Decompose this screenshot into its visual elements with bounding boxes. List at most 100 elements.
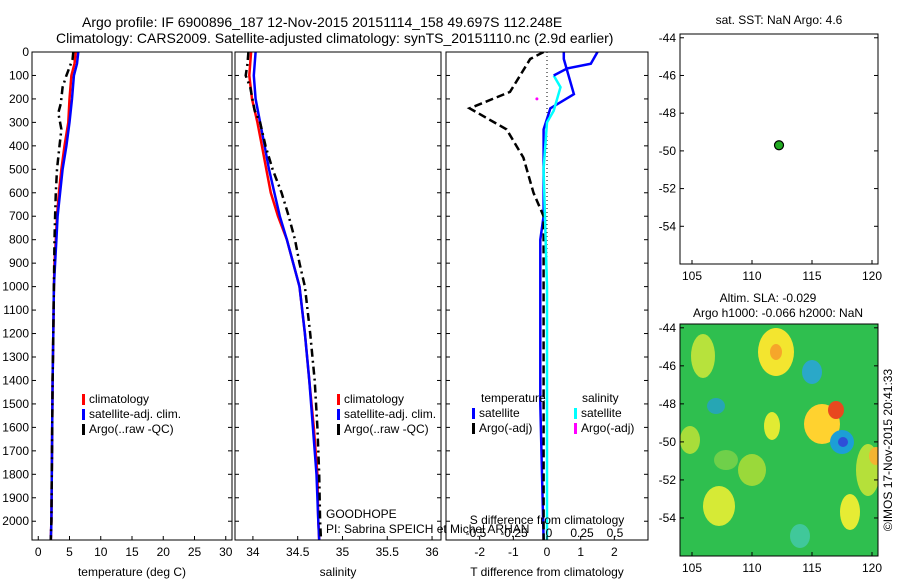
salinity-legend-0-swatch bbox=[337, 394, 340, 405]
temperature-ytick-label: 1200 bbox=[2, 327, 29, 341]
location-ytick-label: -54 bbox=[659, 219, 677, 233]
salinity-annotation-0: GOODHOPE bbox=[326, 507, 397, 521]
location-point-0 bbox=[773, 140, 785, 151]
temperature-xtick-label: 15 bbox=[125, 545, 139, 559]
salinity-series-line-2 bbox=[244, 52, 323, 540]
temperature-xlabel: temperature (deg C) bbox=[78, 565, 186, 579]
climatology-title: Climatology: CARS2009. Satellite-adjuste… bbox=[56, 30, 614, 46]
location-ytick-label: -50 bbox=[659, 144, 677, 158]
profile-title: Argo profile: IF 6900896_187 12-Nov-2015… bbox=[82, 14, 563, 30]
sla-title-0: Altim. SLA: -0.029 bbox=[720, 291, 817, 305]
difference-legend-header-salinity: salinity bbox=[582, 391, 619, 405]
difference-series-line-2 bbox=[542, 74, 562, 540]
difference-legend-1-swatch bbox=[472, 423, 475, 434]
salinity-legend-0-label: climatology bbox=[344, 392, 404, 406]
difference-top-xtick-label: -0.5 bbox=[466, 526, 487, 540]
temperature-legend-1-label: satellite-adj. clim. bbox=[89, 407, 181, 421]
location-frame bbox=[679, 33, 879, 265]
difference-top-xtick-label: 0.5 bbox=[607, 526, 624, 540]
location-title: sat. SST: NaN Argo: 4.6 bbox=[716, 13, 843, 27]
temperature-frame bbox=[31, 51, 233, 541]
difference-top-xtick-label: 0.25 bbox=[570, 526, 594, 540]
location-xtick-label: 110 bbox=[742, 269, 761, 283]
temperature-xtick-label: 30 bbox=[219, 545, 233, 559]
salinity-xtick-label: 35 bbox=[336, 545, 350, 559]
temperature-legend-2-label: Argo(..raw -QC) bbox=[89, 422, 174, 436]
salinity-xtick-label: 34 bbox=[246, 545, 260, 559]
sla-frame bbox=[679, 323, 879, 557]
temperature-ytick-label: 1900 bbox=[2, 491, 29, 505]
difference-legend-3-swatch bbox=[574, 423, 577, 434]
chart-layer: 0100200300400500600700800900100011001200… bbox=[2, 13, 882, 579]
location-xtick-label: 105 bbox=[682, 269, 702, 283]
sla-xtick-label: 115 bbox=[802, 561, 821, 575]
salinity-xtick-label: 35.5 bbox=[376, 545, 400, 559]
sla-title-1: Argo h1000: -0.066 h2000: NaN bbox=[693, 306, 863, 320]
salinity-series-group bbox=[244, 52, 323, 540]
temperature-ytick-label: 200 bbox=[9, 92, 29, 106]
difference-legend-1-label: Argo(-adj) bbox=[479, 421, 532, 435]
sla-ytick-label: -44 bbox=[659, 321, 677, 335]
temperature-ytick-label: 900 bbox=[9, 256, 29, 270]
difference-salinity-argo-point bbox=[535, 97, 539, 101]
sla-ytick-label: -50 bbox=[659, 435, 677, 449]
temperature-ytick-label: 1600 bbox=[2, 420, 29, 434]
difference-xtick-label: 0 bbox=[544, 545, 551, 559]
temperature-xtick-label: 25 bbox=[188, 545, 202, 559]
salinity-xlabel: salinity bbox=[320, 565, 357, 579]
sla-xtick-label: 120 bbox=[862, 561, 882, 575]
difference-series-line-3 bbox=[553, 52, 599, 77]
difference-legend-2-label: satellite bbox=[581, 406, 622, 420]
temperature-ytick-label: 600 bbox=[9, 186, 29, 200]
temperature-ytick-label: 1100 bbox=[3, 303, 29, 317]
salinity-legend-1-swatch bbox=[337, 409, 340, 420]
salinity-annotation-1: PI: Sabrina SPEICH et Michel ARHAN bbox=[326, 522, 529, 536]
temperature-ytick-label: 1000 bbox=[2, 280, 29, 294]
location-xtick-label: 115 bbox=[802, 269, 821, 283]
salinity-legend-2-swatch bbox=[337, 424, 340, 435]
temperature-ytick-label: 400 bbox=[9, 139, 29, 153]
sla-xtick-label: 105 bbox=[682, 561, 702, 575]
temperature-series-line-2 bbox=[49, 52, 75, 540]
temperature-legend-0-label: climatology bbox=[89, 392, 149, 406]
temperature-ytick-label: 1400 bbox=[2, 373, 29, 387]
temperature-xtick-label: 10 bbox=[94, 545, 108, 559]
temperature-ytick-label: 300 bbox=[9, 115, 29, 129]
difference-series-group bbox=[466, 52, 599, 540]
difference-legend-3-label: Argo(-adj) bbox=[581, 421, 634, 435]
difference-xtick-label: 1 bbox=[577, 545, 584, 559]
difference-xtick-label: -1 bbox=[508, 545, 519, 559]
salinity-xtick-label: 34.5 bbox=[286, 545, 310, 559]
salinity-series-line-1 bbox=[252, 52, 321, 540]
location-ytick-label: -52 bbox=[659, 182, 677, 196]
temperature-legend-2-swatch bbox=[82, 424, 85, 435]
temperature-xtick-label: 5 bbox=[66, 545, 73, 559]
salinity-frame bbox=[234, 51, 442, 541]
difference-legend-0-label: satellite bbox=[479, 406, 520, 420]
temperature-xtick-label: 0 bbox=[35, 545, 42, 559]
difference-legend-2-swatch bbox=[574, 408, 577, 419]
salinity-legend-1-label: satellite-adj. clim. bbox=[344, 407, 436, 421]
temperature-ytick-label: 2000 bbox=[2, 514, 29, 528]
temperature-ytick-label: 0 bbox=[22, 45, 29, 59]
temperature-series-group bbox=[49, 52, 80, 540]
temperature-ytick-label: 100 bbox=[9, 68, 29, 82]
temperature-ytick-label: 1300 bbox=[2, 350, 29, 364]
difference-top-xtick-label: -0.25 bbox=[500, 526, 528, 540]
sla-xtick-label: 110 bbox=[742, 561, 761, 575]
temperature-ytick-label: 1800 bbox=[2, 467, 29, 481]
temperature-ytick-label: 800 bbox=[9, 233, 29, 247]
temperature-ytick-label: 1500 bbox=[2, 397, 29, 411]
temperature-legend-0-swatch bbox=[82, 394, 85, 405]
difference-legend-0-swatch bbox=[472, 408, 475, 419]
sla-heatmap bbox=[680, 324, 878, 556]
location-xtick-label: 120 bbox=[862, 269, 882, 283]
copyright-label: ©IMOS 17-Nov-2015 20:41:33 bbox=[881, 368, 895, 532]
salinity-xtick-label: 36 bbox=[425, 545, 439, 559]
temperature-legend-1-swatch bbox=[82, 409, 85, 420]
temperature-ytick-label: 1700 bbox=[2, 444, 29, 458]
difference-legend-header-temperature: temperature bbox=[481, 391, 546, 405]
salinity-legend-2-label: Argo(..raw -QC) bbox=[344, 422, 429, 436]
